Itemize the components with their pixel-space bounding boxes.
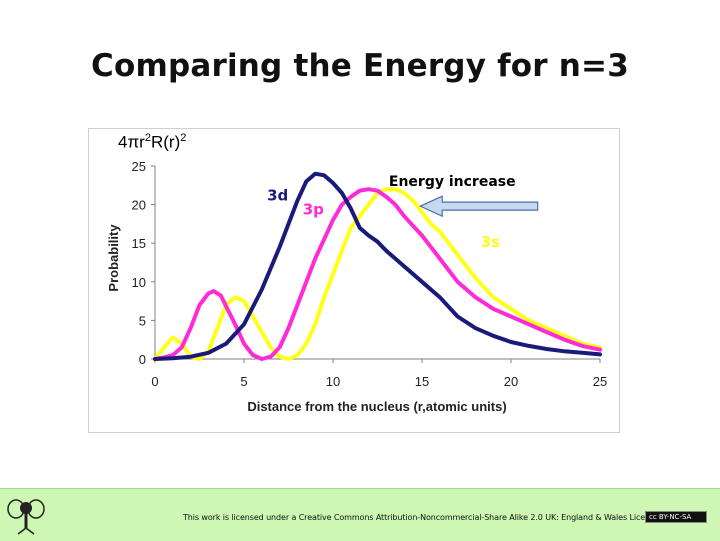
cc-license-badge[interactable]: cc BY-NC-SA xyxy=(645,511,707,523)
formula-base: 4πr xyxy=(118,132,145,152)
y-tick-label: 0 xyxy=(139,352,146,367)
energy-increase-label: Energy increase xyxy=(389,174,516,190)
license-text: This work is licensed under a Creative C… xyxy=(183,513,659,522)
series-line-3p xyxy=(153,187,602,361)
formula-mid: R(r) xyxy=(150,132,181,152)
x-tick-label: 15 xyxy=(415,374,429,389)
formula-exp2: 2 xyxy=(180,132,187,144)
x-tick-label: 25 xyxy=(593,374,607,389)
chart-frame xyxy=(88,128,620,433)
x-tick-label: 20 xyxy=(504,374,518,389)
x-axis-label: Distance from the nucleus (r,atomic unit… xyxy=(247,399,506,414)
footer-bar: This work is licensed under a Creative C… xyxy=(0,488,720,541)
x-tick-label: 0 xyxy=(151,374,158,389)
series-line-3s xyxy=(153,187,602,361)
slide-title: Comparing the Energy for n=3 xyxy=(91,48,629,84)
y-tick-label: 5 xyxy=(139,313,146,328)
x-tick-label: 10 xyxy=(326,374,340,389)
y-tick-label: 25 xyxy=(132,159,146,174)
series-label-3p: 3p xyxy=(303,201,324,219)
y-axis-label: Probability xyxy=(106,224,121,292)
formula-exp: 2 xyxy=(144,132,151,144)
y-tick-label: 15 xyxy=(132,236,146,251)
probability-chart: 0 5 10 15 20 25 0 5 10 15 20 25 3d 3p 3s Energy increa… xyxy=(106,159,607,414)
microphone-logo-icon xyxy=(7,499,45,535)
y-tick-label: 20 xyxy=(132,198,146,213)
energy-increase-arrow xyxy=(418,195,539,218)
chart-formula-label: 4πr2R(r)2 xyxy=(118,132,186,153)
series-label-3d: 3d xyxy=(267,187,288,205)
x-tick-label: 5 xyxy=(240,374,247,389)
series-line-3d xyxy=(153,171,602,361)
y-tick-label: 10 xyxy=(132,275,146,290)
series-label-3s: 3s xyxy=(481,233,500,251)
